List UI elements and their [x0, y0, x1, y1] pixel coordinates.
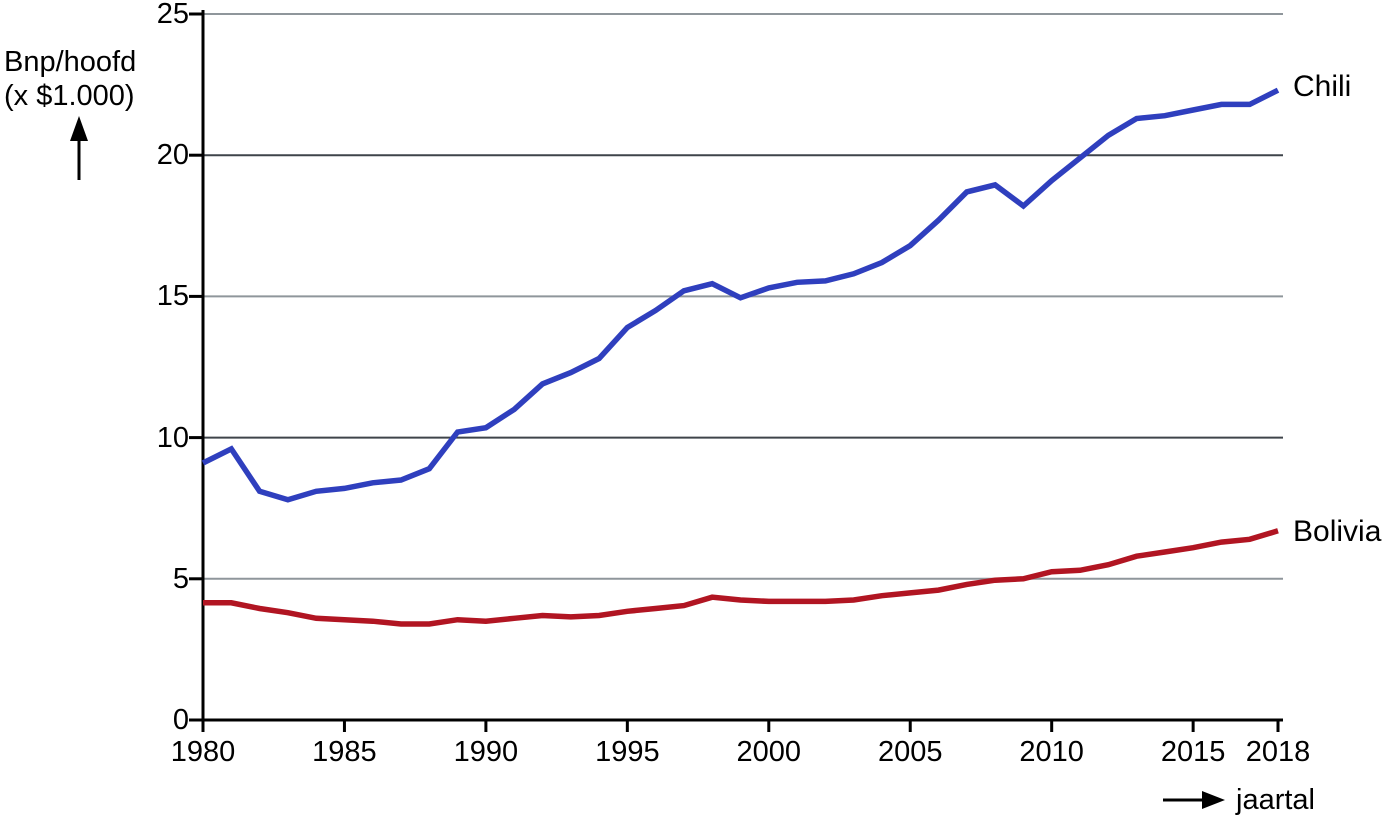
y-tick-label-0: 0 — [172, 704, 189, 736]
y-tick-label-20: 20 — [156, 139, 189, 172]
y-axis-title-line2: (x $1.000) — [4, 80, 135, 112]
x-tick-label-2005: 2005 — [877, 736, 943, 768]
x-tick-label-1985: 1985 — [312, 736, 377, 768]
x-tick-label-1995: 1995 — [595, 736, 660, 768]
x-tick-label-1990: 1990 — [453, 736, 519, 768]
y-axis-title-line1: Bnp/hoofd — [4, 46, 137, 78]
series-line-chili — [201, 87, 1280, 503]
y-tick-label-10: 10 — [156, 421, 189, 454]
y-tick-label-15: 15 — [156, 280, 189, 313]
x-tick-label-2018: 2018 — [1245, 736, 1311, 768]
series-label-chili: Chili — [1293, 70, 1352, 103]
x-tick-label-2010: 2010 — [1019, 736, 1084, 768]
x-axis-title: jaartal — [1236, 784, 1315, 816]
series-line-bolivia — [203, 528, 1279, 627]
x-tick-label-1980: 1980 — [170, 736, 236, 768]
y-axis-arrow-head-icon — [70, 116, 88, 141]
x-axis-arrow-head-icon — [1202, 791, 1225, 809]
x-tick-label-2015: 2015 — [1160, 736, 1226, 768]
x-tick-label-2000: 2000 — [736, 736, 802, 768]
y-tick-label-5: 5 — [172, 562, 189, 595]
series-label-bolivia: Bolivia — [1293, 515, 1382, 548]
y-tick-label-25: 25 — [156, 0, 189, 30]
